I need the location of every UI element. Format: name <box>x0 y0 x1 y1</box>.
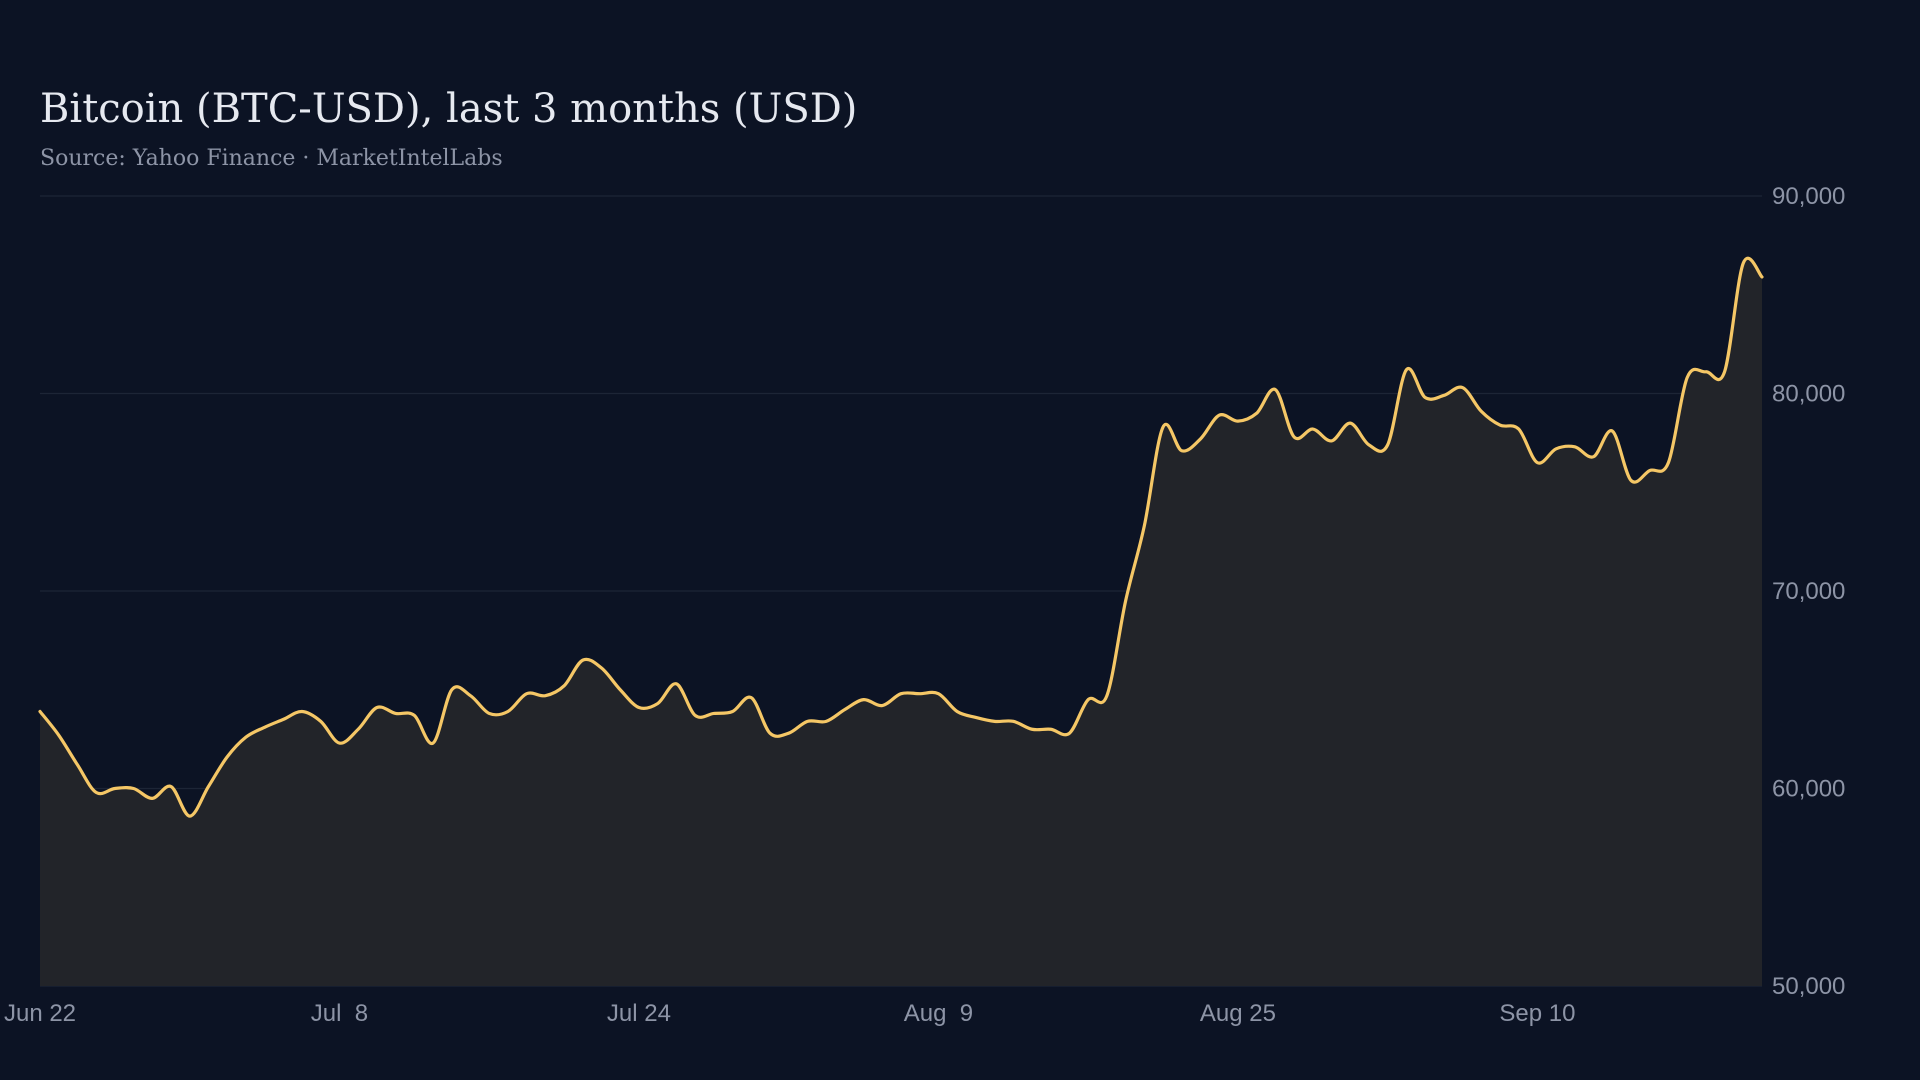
x-tick-label: Aug 9 <box>904 1000 973 1027</box>
y-tick-label: 70,000 <box>1772 578 1845 605</box>
y-tick-label: 90,000 <box>1772 183 1845 210</box>
x-tick-label: Sep 10 <box>1499 1000 1575 1027</box>
x-tick-label: Jul 24 <box>607 1000 671 1027</box>
x-tick-label: Jul 8 <box>311 1000 368 1027</box>
y-tick-label: 50,000 <box>1772 973 1845 1000</box>
y-tick-label: 80,000 <box>1772 381 1845 408</box>
x-tick-label: Aug 25 <box>1200 1000 1276 1027</box>
x-tick-label: Jun 22 <box>4 1000 76 1027</box>
chart-subtitle: Source: Yahoo Finance · MarketIntelLabs <box>40 146 503 171</box>
x-axis: Jun 22 Jul 8 Jul 24 Aug 9 Aug 25 Sep 10 <box>4 1000 1575 1027</box>
price-line <box>38 256 1764 818</box>
price-area <box>40 258 1762 986</box>
y-tick-label: 60,000 <box>1772 776 1845 803</box>
chart-title: Bitcoin (BTC-USD), last 3 months (USD) <box>40 86 858 132</box>
y-axis: 50,000 60,000 70,000 80,000 90,000 <box>1772 183 1845 1000</box>
